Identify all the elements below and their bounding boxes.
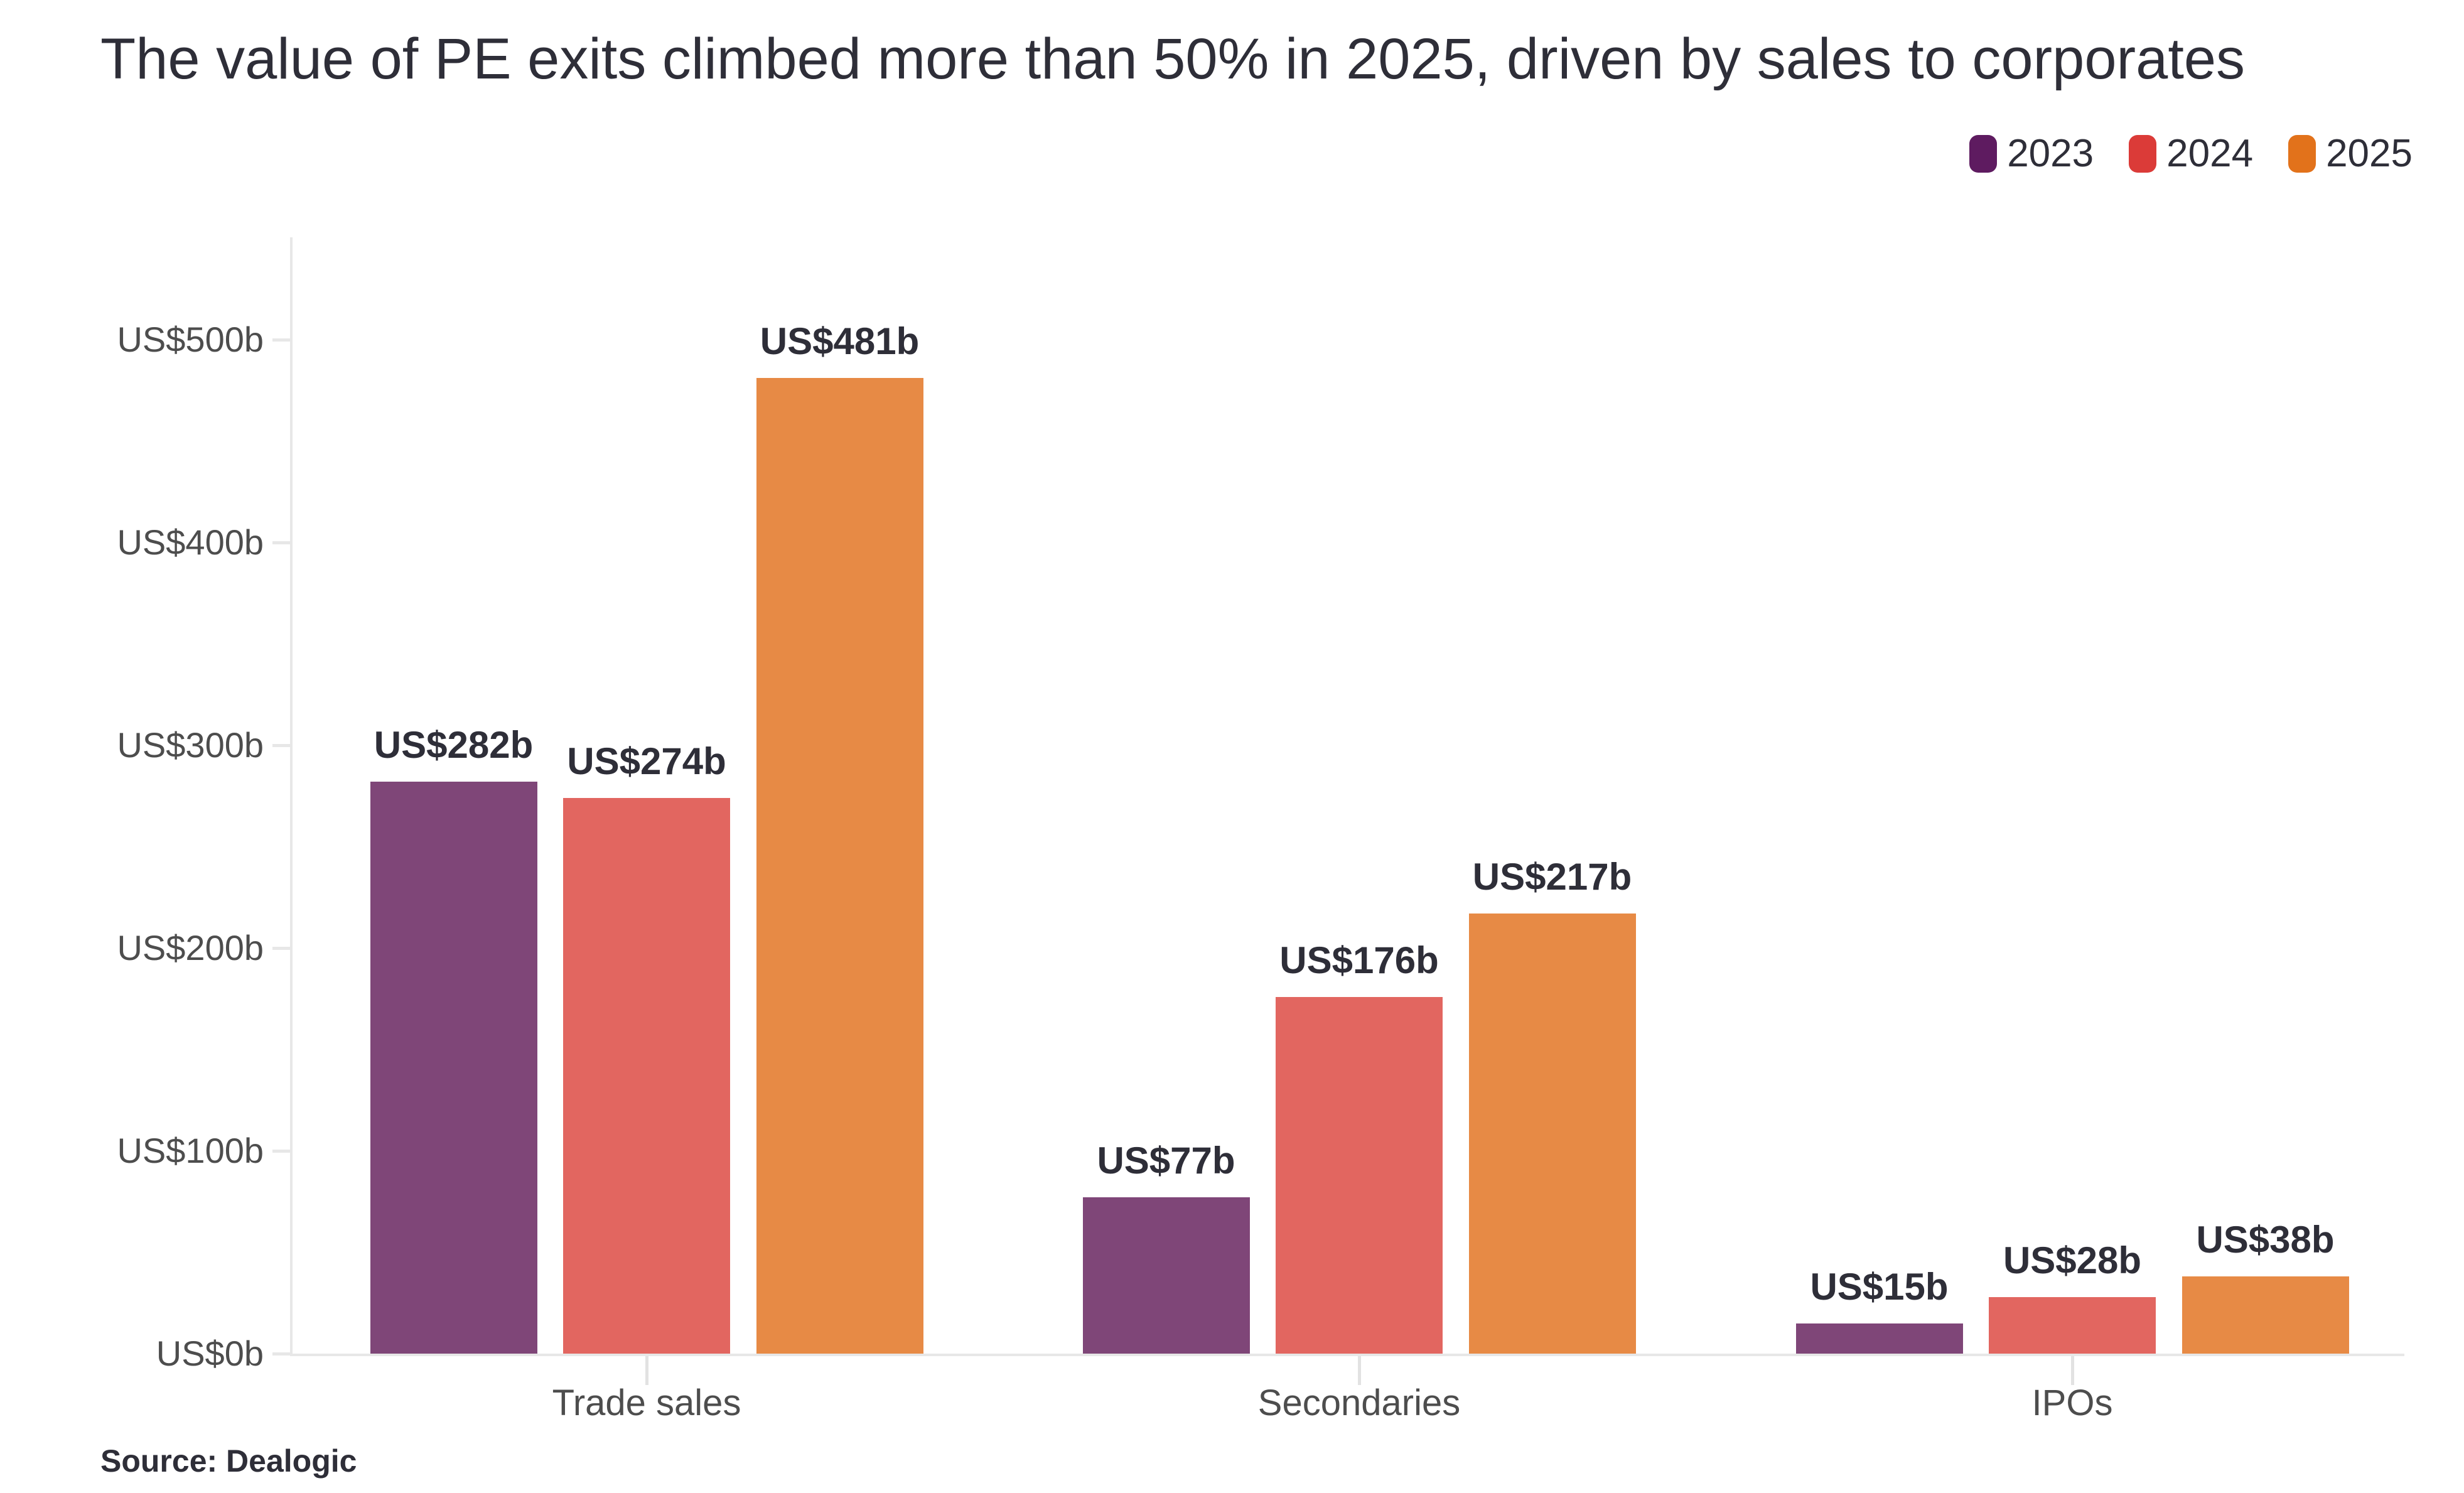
bar-2024-trade-sales[interactable]	[563, 797, 730, 1354]
bar-value-label-2025-ipos: US$38b	[2196, 1219, 2335, 1261]
x-axis-label-ipos: IPOs	[2031, 1383, 2113, 1423]
bar-value-label-2023-ipos: US$15b	[1810, 1265, 1949, 1308]
y-axis-label: US$300b	[117, 725, 264, 765]
legend-label-2024: 2024	[2166, 132, 2254, 175]
bar-value-label-2023-secondaries: US$77b	[1097, 1140, 1235, 1182]
bar-2024-ipos[interactable]	[1989, 1296, 2156, 1354]
bar-value-label-2024-trade-sales: US$274b	[567, 740, 726, 782]
bar-value-label-2024-ipos: US$28b	[2003, 1239, 2142, 1281]
y-axis-tick	[272, 947, 290, 950]
legend-swatch-2023	[1969, 135, 1998, 173]
legend: 2023 2024 2025	[1969, 134, 2413, 173]
legend-swatch-2025	[2288, 135, 2316, 173]
x-axis-label-secondaries: Secondaries	[1257, 1383, 1461, 1423]
y-axis-label: US$200b	[117, 928, 264, 967]
bar-2023-ipos[interactable]	[1795, 1323, 1963, 1354]
y-axis-tick	[272, 338, 290, 342]
bar-value-label-2024-secondaries: US$176b	[1279, 939, 1439, 981]
y-axis-label: US$500b	[117, 320, 264, 359]
x-axis-tick	[645, 1356, 648, 1385]
x-axis-tick	[1358, 1356, 1361, 1385]
y-axis-tick	[272, 744, 290, 747]
x-axis-tick	[2071, 1356, 2074, 1385]
bar-2023-trade-sales[interactable]	[370, 782, 537, 1354]
legend-item-2024[interactable]: 2024	[2129, 134, 2253, 173]
bar-2024-secondaries[interactable]	[1276, 996, 1443, 1354]
legend-swatch-2024	[2129, 135, 2157, 173]
bar-value-label-2023-trade-sales: US$282b	[374, 724, 534, 767]
y-axis-line	[290, 237, 293, 1356]
bar-value-label-2025-secondaries: US$217b	[1472, 856, 1632, 898]
legend-label-2025: 2025	[2326, 132, 2413, 175]
legend-label-2023: 2023	[2007, 132, 2094, 175]
y-axis-label: US$100b	[117, 1131, 264, 1170]
bar-2023-secondaries[interactable]	[1082, 1197, 1250, 1354]
bar-value-label-2025-trade-sales: US$481b	[760, 320, 920, 363]
legend-item-2025[interactable]: 2025	[2288, 134, 2413, 173]
bar-2025-trade-sales[interactable]	[756, 378, 923, 1354]
chart-title: The value of PE exits climbed more than …	[100, 27, 2246, 91]
legend-item-2023[interactable]: 2023	[1969, 134, 2094, 173]
source-note: Source: Dealogic	[100, 1443, 357, 1479]
bar-2025-secondaries[interactable]	[1468, 914, 1636, 1354]
y-axis-tick	[272, 541, 290, 544]
y-axis-label: US$0b	[156, 1334, 264, 1373]
x-axis-line	[290, 1354, 2404, 1356]
y-axis-tick	[272, 1150, 290, 1153]
y-axis-tick	[272, 1352, 290, 1356]
bar-2025-ipos[interactable]	[2182, 1276, 2349, 1354]
y-axis-label: US$400b	[117, 522, 264, 562]
x-axis-label-trade-sales: Trade sales	[552, 1383, 741, 1423]
